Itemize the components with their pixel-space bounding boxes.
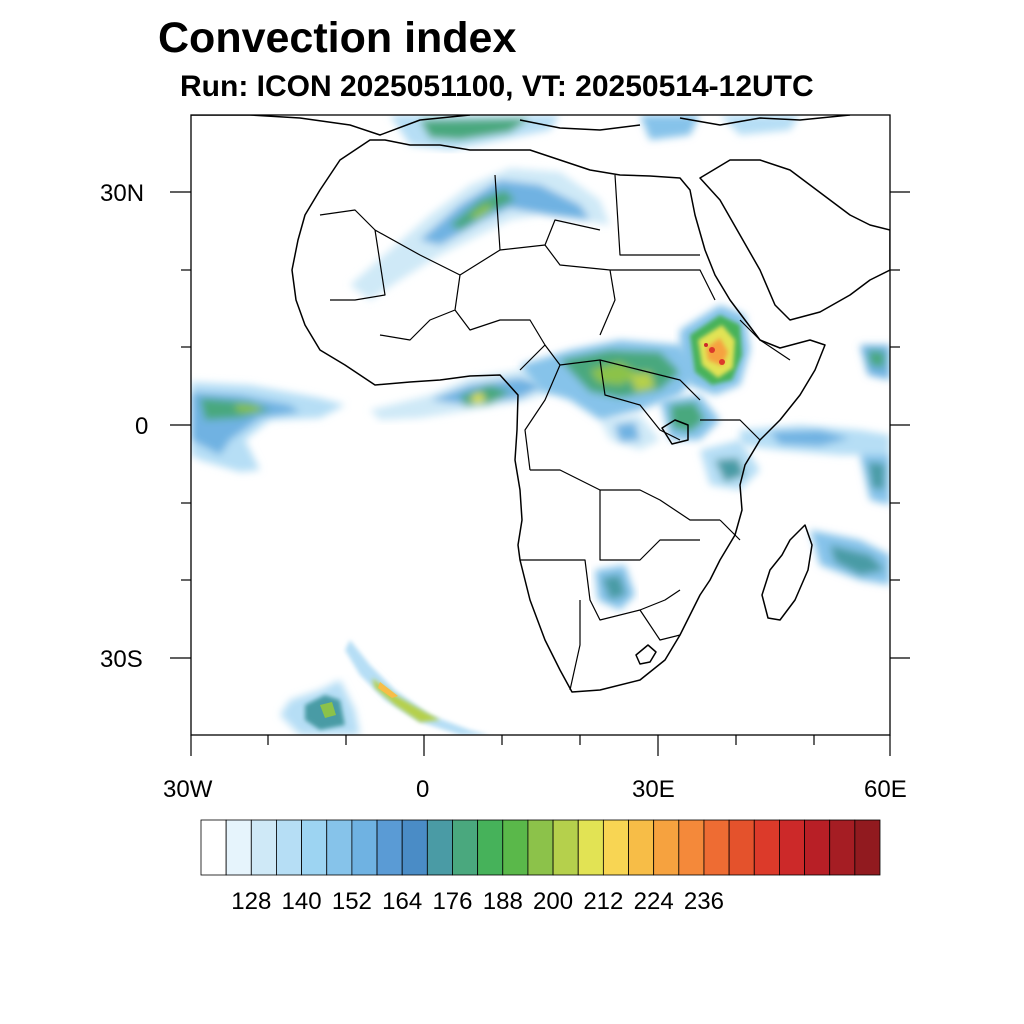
y-tick-label-0: 0 (135, 413, 149, 440)
colorbar-swatch (527, 819, 554, 876)
convection-region-mediterranean (390, 115, 800, 150)
colorbar-swatch (502, 819, 529, 876)
colorbar-swatch (276, 819, 302, 876)
colorbar-swatch (250, 819, 277, 876)
x-tick-label-30e: 30E (632, 776, 675, 803)
convection-region-south-atlantic (280, 640, 490, 735)
convection-region-atlantic-west (191, 382, 345, 472)
colorbar-swatch (552, 819, 579, 876)
colorbar-swatch (452, 819, 479, 876)
madagascar-coastline (761, 524, 813, 621)
map-title: Convection index (158, 14, 517, 62)
colorbar-tick-label: 224 (633, 888, 674, 915)
colorbar-swatch (628, 819, 655, 876)
convection-region-gulf-of-guinea (370, 370, 560, 420)
colorbar-tick-label: 236 (683, 888, 724, 915)
colorbar-swatch (829, 819, 856, 876)
colorbar-swatch (753, 819, 780, 876)
colorbar-swatch (653, 819, 680, 876)
lesotho-border (635, 644, 657, 665)
colorbar-swatch (477, 819, 504, 876)
y-tick-label-30n: 30N (100, 180, 145, 207)
colorbar-swatch (401, 819, 428, 876)
country-borders (319, 174, 791, 691)
convection-region-indian-ocean (740, 345, 890, 585)
colorbar-swatch (703, 819, 730, 876)
colorbar-swatch (602, 819, 629, 876)
colorbar-tick-label: 164 (382, 888, 423, 915)
x-tick-label-0: 0 (416, 776, 430, 803)
colorbar-tick-label: 152 (331, 888, 372, 915)
map-subtitle: Run: ICON 2025051100, VT: 20250514-12UTC (180, 70, 814, 103)
colorbar-swatch (804, 819, 831, 876)
map-ticks (170, 191, 910, 756)
coastline-and-borders (191, 115, 890, 693)
colorbar-swatch (376, 819, 403, 876)
colorbar-tick-label: 200 (533, 888, 574, 915)
colorbar-swatch (225, 819, 252, 876)
colorbar-swatch (678, 819, 705, 876)
colorbar-tick-label: 188 (482, 888, 523, 915)
convection-region-ethiopia (680, 305, 750, 395)
colorbar-swatch (351, 819, 378, 876)
colorbar-swatch (426, 819, 453, 876)
colorbar-swatch (854, 819, 881, 876)
africa-coastline (291, 139, 826, 693)
colorbar-swatch (577, 819, 604, 876)
x-tick-label-30w: 30W (163, 776, 213, 803)
convection-region-southern-africa (595, 565, 635, 610)
europe-coastline (191, 115, 851, 136)
y-tick-label-30s: 30S (100, 646, 143, 673)
colorbar-tick-label: 212 (583, 888, 624, 915)
arabia-coastline (699, 159, 890, 321)
colorbar-tick-label: 128 (231, 888, 272, 915)
convection-region-east-africa (660, 395, 760, 490)
colorbar-tick-label: 140 (281, 888, 322, 915)
colorbar-tick-label: 176 (432, 888, 473, 915)
x-tick-label-60e: 60E (864, 776, 907, 803)
colorbar-swatch (301, 819, 328, 876)
colorbar-swatch (200, 819, 227, 876)
colorbar-swatch (728, 819, 755, 876)
lake-victoria (661, 419, 689, 445)
convection-field (191, 115, 890, 735)
convection-region-sahara-band (350, 168, 610, 300)
colorbar-swatch (326, 819, 353, 876)
colorbar-swatch (779, 819, 805, 876)
